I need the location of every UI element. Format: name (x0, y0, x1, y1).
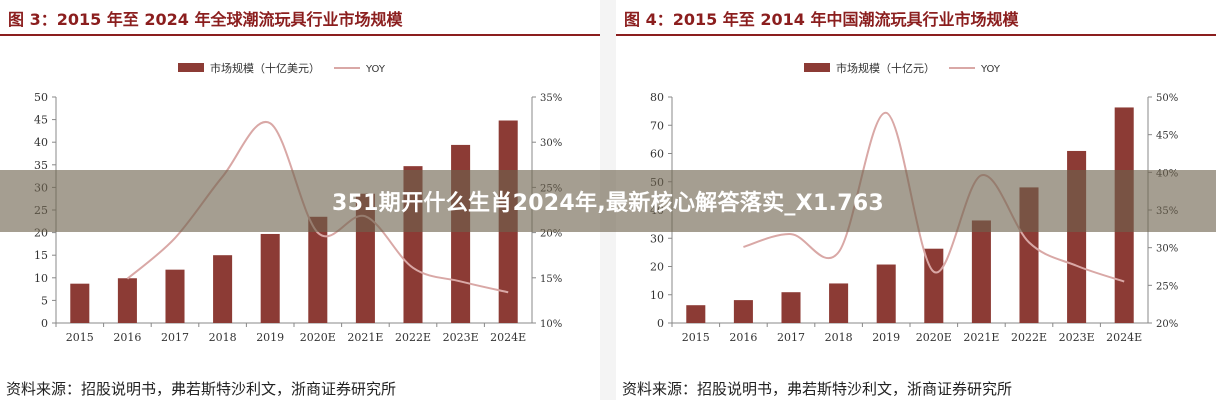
y-tick-label: 30 (650, 232, 664, 245)
y2-tick-label: 30% (540, 138, 562, 149)
y-tick-label: 0 (657, 317, 664, 330)
title-divider (616, 34, 1216, 36)
y2-tick-label: 10% (540, 319, 562, 330)
bar (686, 305, 706, 323)
x-tick-label: 2023E (443, 331, 479, 344)
bar (70, 283, 90, 323)
x-tick-label: 2024E (1106, 331, 1142, 344)
legend-label-bar: 市场规模（十亿元） (836, 61, 935, 75)
title-divider (0, 34, 600, 36)
x-tick-label: 2022E (1011, 331, 1047, 344)
x-tick-label: 2016 (113, 331, 141, 344)
x-tick-label: 2020E (300, 331, 336, 344)
bar (733, 300, 753, 323)
y2-tick-label: 45% (1156, 131, 1178, 142)
yoy-line (743, 111, 1125, 283)
y2-tick-label: 15% (540, 274, 562, 285)
bar (971, 220, 991, 323)
y-tick-label: 45 (34, 114, 48, 127)
source-note: 资料来源：招股说明书，弗若斯特沙利文，浙商证券研究所 (6, 380, 397, 398)
overlay-banner: 351期开什么生肖2024年,最新核心解答落实_X1.763 (0, 170, 1216, 232)
bar (213, 255, 233, 323)
y2-tick-label: 20% (1156, 319, 1178, 330)
x-tick-label: 2018 (825, 331, 853, 344)
y-tick-label: 35 (34, 159, 48, 172)
x-tick-label: 2015 (66, 331, 94, 344)
x-tick-label: 2018 (209, 331, 237, 344)
y-tick-label: 50 (34, 91, 48, 104)
y2-tick-label: 50% (1156, 93, 1178, 104)
bar (260, 233, 280, 323)
x-tick-label: 2019 (256, 331, 284, 344)
y-tick-label: 60 (650, 148, 664, 161)
chart-title: 图 4：2015 年至 2014 年中国潮流玩具行业市场规模 (624, 10, 1019, 29)
source-note: 资料来源：招股说明书，弗若斯特沙利文，浙商证券研究所 (622, 380, 1013, 398)
legend-label-bar: 市场规模（十亿美元） (210, 61, 320, 75)
x-tick-label: 2021E (963, 331, 999, 344)
legend-swatch-bar (178, 63, 204, 72)
x-tick-label: 2019 (872, 331, 900, 344)
bar (829, 283, 849, 323)
x-tick-label: 2015 (682, 331, 710, 344)
y-tick-label: 0 (41, 317, 48, 330)
y-tick-label: 5 (41, 294, 48, 307)
y-tick-label: 80 (650, 91, 664, 104)
bar (308, 216, 328, 323)
chart-title: 图 3：2015 年至 2024 年全球潮流玩具行业市场规模 (8, 10, 403, 29)
x-tick-label: 2021E (347, 331, 383, 344)
bar (876, 264, 896, 323)
y-tick-label: 40 (34, 136, 48, 149)
bar (165, 269, 185, 323)
x-tick-label: 2017 (161, 331, 189, 344)
y-tick-label: 70 (650, 119, 664, 132)
bar (781, 292, 801, 323)
bar (117, 278, 137, 323)
y2-tick-label: 25% (1156, 281, 1178, 292)
x-tick-label: 2017 (777, 331, 805, 344)
y2-tick-label: 20% (540, 229, 562, 240)
y-tick-label: 20 (650, 261, 664, 274)
y-tick-label: 10 (650, 289, 664, 302)
y-tick-label: 15 (34, 249, 48, 262)
x-tick-label: 2020E (916, 331, 952, 344)
banner-text: 351期开什么生肖2024年,最新核心解答落实_X1.763 (331, 191, 885, 216)
y2-tick-label: 30% (1156, 244, 1178, 255)
bar (924, 248, 944, 323)
x-tick-label: 2023E (1059, 331, 1095, 344)
x-tick-label: 2024E (490, 331, 526, 344)
legend-swatch-bar (804, 63, 830, 72)
legend-label-line: YOY (365, 64, 386, 75)
x-tick-label: 2022E (395, 331, 431, 344)
y-tick-label: 10 (34, 272, 48, 285)
y2-tick-label: 35% (540, 93, 562, 104)
x-tick-label: 2016 (729, 331, 757, 344)
legend-label-line: YOY (980, 64, 1001, 75)
